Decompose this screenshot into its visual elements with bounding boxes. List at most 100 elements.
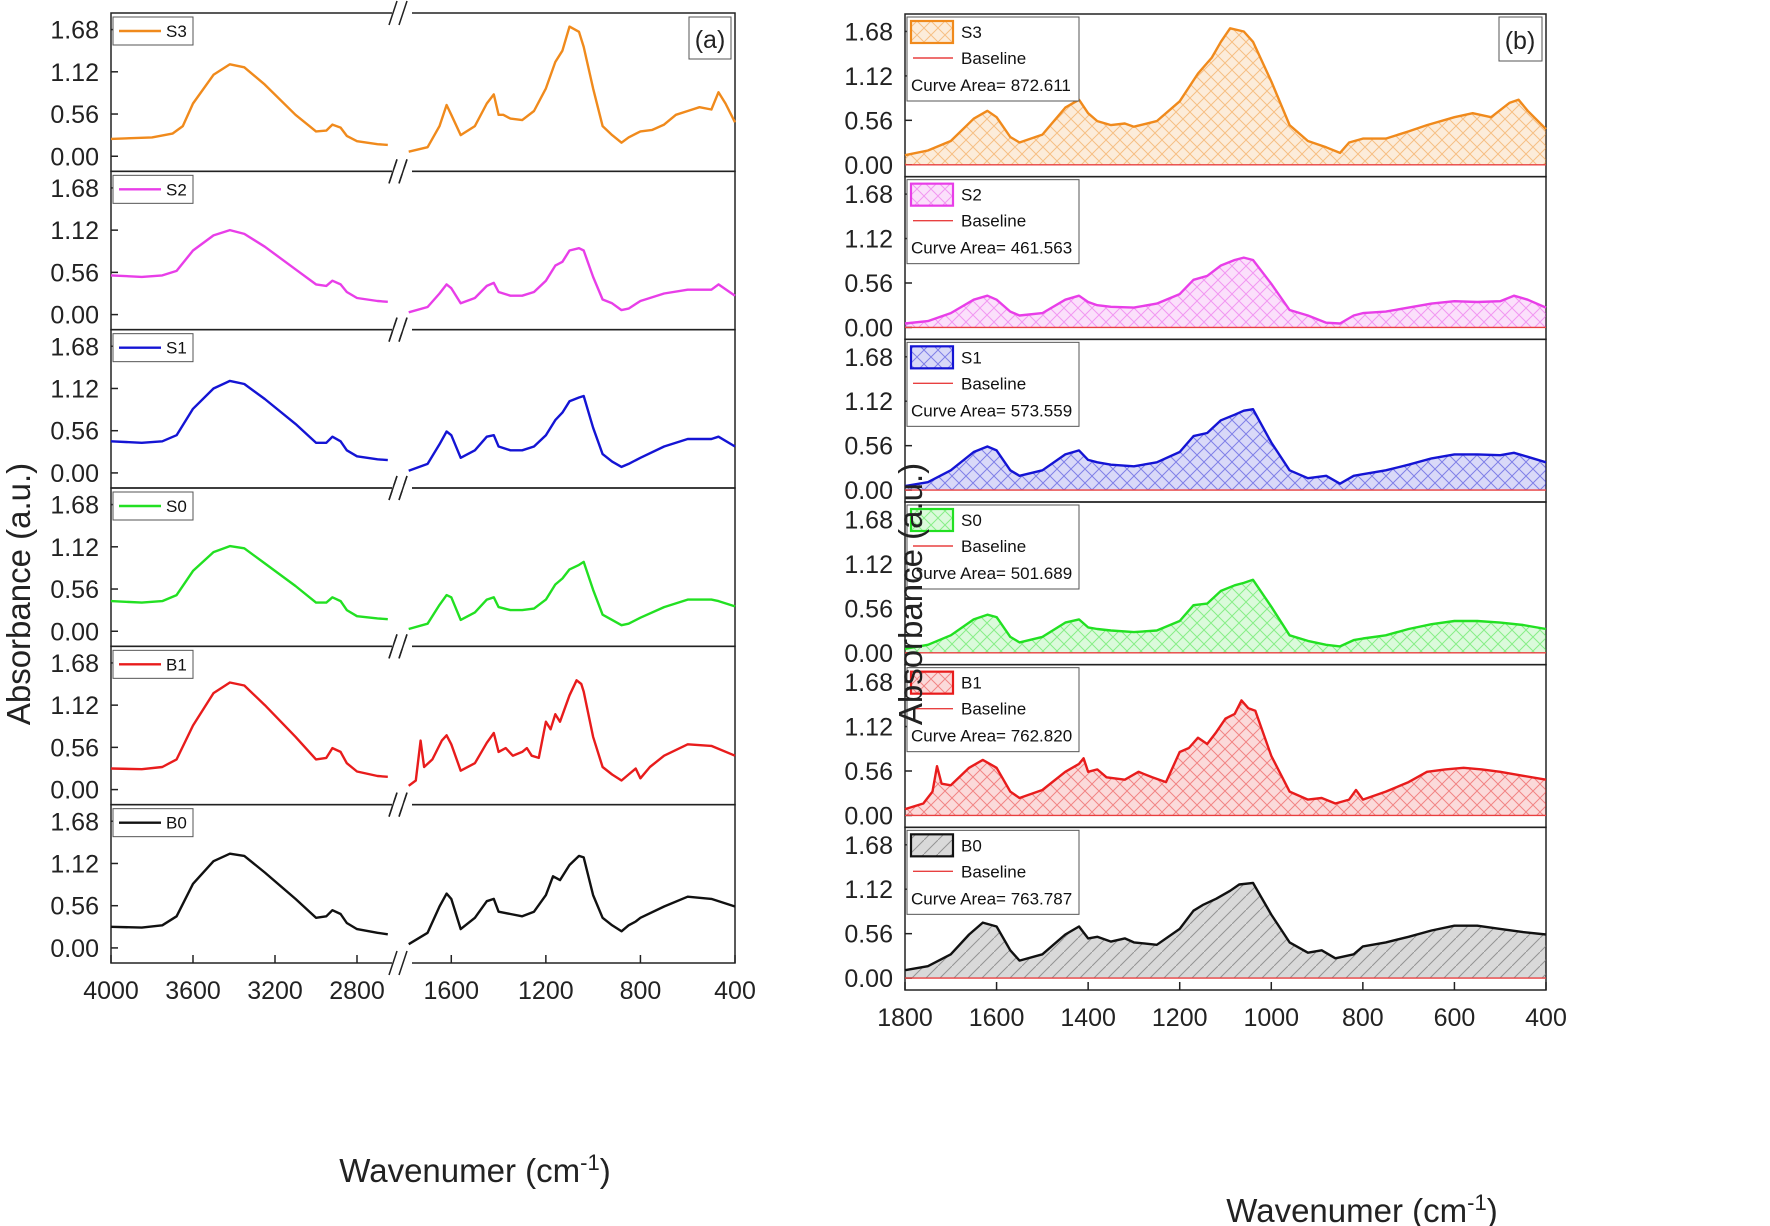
y-tick-label: 0.56 [844,921,893,949]
panel-a: 0.000.561.121.68 S30.000.561.121.68 S20.00… [50,0,756,1005]
y-tick-label: 0.00 [50,777,99,805]
series-line-s2-seg1 [110,228,388,303]
legend-swatch [909,507,955,533]
y-tick-label: 0.00 [844,314,893,342]
x-tick-label: 1200 [1152,1004,1208,1032]
panel-b: 0.00 0.56 1.12 1.68 S3 Baseline Curve Area= 87… [844,13,1567,1032]
axis-break-gap [392,485,412,491]
series-line-s2-seg2 [408,247,736,314]
series-line-s1 [904,408,1547,488]
legend-label: S0 [166,497,187,516]
panel-label: (a) [695,26,726,54]
y-tick-label: 0.56 [50,101,99,129]
y-tick-label: 1.12 [50,692,99,720]
axis-break-gap [392,10,412,16]
y-tick-label: 1.68 [50,650,99,678]
axis-break-mark [398,792,408,817]
legend-label: B0 [961,836,982,855]
axis-break-mark [388,159,398,184]
y-tick-label: 0.00 [844,152,893,180]
x-axis-title-a: Wavenumer (cm-1) [339,1150,610,1189]
y-tick-label: 1.68 [844,181,893,209]
x-tick-label: 4000 [83,977,139,1005]
legend: S0 Baseline Curve Area= 501.689 [906,504,1080,590]
y-tick-label: 1.68 [50,17,99,45]
series-area-s0 [905,579,1546,653]
y-axis-title-a: Absorbance (a.u.) [0,463,37,725]
x-tick-label: 800 [1342,1004,1384,1032]
axis-break-gap [392,643,412,650]
y-tick-label: 1.68 [50,492,99,520]
subplot-a-s1: 0.00 0.56 1.12 1.68 S1 [50,317,736,501]
y-tick-label: 0.00 [844,965,893,993]
series-line-s3-seg2 [408,25,737,153]
axis-break-mark [398,634,408,659]
y-tick-label: 1.12 [50,534,99,562]
axis-break-mark [388,475,398,501]
legend-label: S1 [961,348,982,367]
legend-baseline-label: Baseline [961,212,1026,231]
x-tick-label: 3600 [165,977,221,1005]
legend-label: S0 [961,511,982,530]
y-tick-label: 0.56 [50,576,99,604]
series-area-s2 [905,257,1546,328]
subplot-a-b0: 0.00 0.56 1.12 1.68 B0 [50,792,736,976]
legend-baseline-label: Baseline [961,700,1026,719]
series-area-s3 [905,28,1546,165]
legend-label: S2 [961,186,982,205]
subplot-a-b1: 0.00 0.56 1.12 1.68 B1 [50,634,736,817]
y-tick-label: 1.68 [50,333,99,361]
x-tick-label: 3200 [247,977,303,1005]
series-line-b1-seg1 [110,681,388,778]
series-line-b1-seg2 [407,679,736,787]
x-tick-label: 1600 [423,977,479,1005]
y-tick-label: 0.56 [844,107,893,135]
curve-area-label: Curve Area= 763.787 [911,889,1072,908]
x-tick-label: 1800 [877,1004,933,1032]
legend-swatch [909,19,955,45]
x-tick-label: 400 [1525,1004,1567,1032]
legend-baseline-label: Baseline [961,862,1026,881]
series-area-b0 [905,882,1546,979]
subplot-frame [110,170,736,331]
y-tick-label: 0.00 [50,143,99,171]
y-tick-label: 0.00 [844,640,893,668]
subplot-a-s0: 0.00 0.56 1.12 1.68 S0 [50,475,736,659]
legend-label: B0 [166,814,187,833]
legend: S2 Baseline Curve Area= 461.563 [906,179,1080,265]
y-tick-label: 0.56 [50,418,99,446]
y-tick-label: 0.00 [50,618,99,646]
series-line-s1-seg2 [408,394,736,472]
y-tick-label: 0.56 [844,433,893,461]
curve-area-label: Curve Area= 461.563 [911,239,1072,258]
series-line-s1-seg1 [110,379,388,462]
subplot-b-b0: 0.00 0.56 1.12 1.68 B0 Baseline Curve Area= 76… [844,826,1547,993]
x-tick-label: 600 [1434,1004,1476,1032]
curve-area-label: Curve Area= 762.820 [911,727,1072,746]
series-line-b1 [904,699,1547,811]
y-tick-label: 0.00 [844,477,893,505]
curve-area-label: Curve Area= 872.611 [911,76,1071,95]
legend: B0 Baseline Curve Area= 763.787 [906,829,1080,915]
axis-break-mark [398,475,408,501]
axis-break-mark [388,317,398,342]
y-tick-label: 1.12 [844,714,893,742]
legend-baseline-label: Baseline [961,49,1026,68]
y-tick-label: 0.56 [50,259,99,287]
legend-swatch [909,182,955,207]
y-tick-label: 0.56 [844,758,893,786]
panel-label: (b) [1505,27,1536,55]
legend-label: S3 [166,22,187,41]
subplot-a-s3: 0.00 0.56 1.12 1.68 S3 [50,0,737,184]
legend-label: S1 [166,339,187,358]
axis-break-mark [388,0,398,26]
y-tick-label: 1.68 [844,506,893,534]
x-tick-label: 2800 [329,977,385,1005]
axis-break-mark [398,0,408,26]
x-tick-label: 1200 [518,977,574,1005]
subplot-b-s1: 0.00 0.56 1.12 1.68 S1 Baseline Curve Area= 57… [844,338,1547,505]
subplot-b-s0: 0.00 0.56 1.12 1.68 S0 Baseline Curve Area= 50… [844,501,1547,668]
y-tick-label: 1.12 [50,217,99,245]
y-tick-label: 1.12 [844,876,893,904]
series-area-b1 [905,700,1546,816]
